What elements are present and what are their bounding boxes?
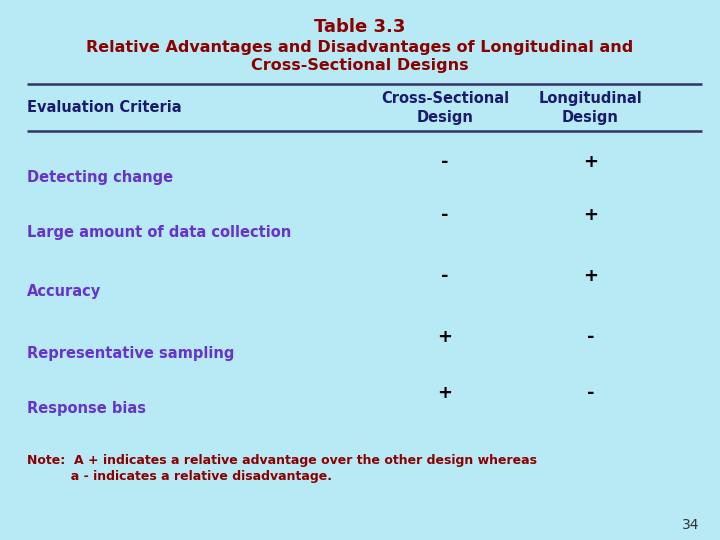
Text: Cross-Sectional Designs: Cross-Sectional Designs [251, 58, 469, 73]
Text: Longitudinal
Design: Longitudinal Design [539, 91, 642, 125]
Text: +: + [438, 384, 452, 402]
Text: a - indicates a relative disadvantage.: a - indicates a relative disadvantage. [27, 470, 333, 483]
Text: +: + [583, 206, 598, 224]
Text: Response bias: Response bias [27, 401, 146, 416]
Text: Representative sampling: Representative sampling [27, 346, 235, 361]
Text: Evaluation Criteria: Evaluation Criteria [27, 100, 182, 116]
Text: -: - [587, 328, 594, 347]
Text: Relative Advantages and Disadvantages of Longitudinal and: Relative Advantages and Disadvantages of… [86, 40, 634, 55]
Text: 34: 34 [683, 518, 700, 532]
Text: -: - [441, 206, 449, 224]
Text: -: - [587, 384, 594, 402]
Text: Large amount of data collection: Large amount of data collection [27, 225, 292, 240]
Text: +: + [438, 328, 452, 347]
Text: -: - [441, 153, 449, 171]
Text: Table 3.3: Table 3.3 [315, 18, 405, 36]
Text: -: - [441, 267, 449, 286]
Text: +: + [583, 267, 598, 286]
Text: Note:  A + indicates a relative advantage over the other design whereas: Note: A + indicates a relative advantage… [27, 454, 537, 467]
Text: +: + [583, 153, 598, 171]
Text: Detecting change: Detecting change [27, 170, 174, 185]
Text: Cross-Sectional
Design: Cross-Sectional Design [381, 91, 509, 125]
Text: Accuracy: Accuracy [27, 284, 102, 299]
